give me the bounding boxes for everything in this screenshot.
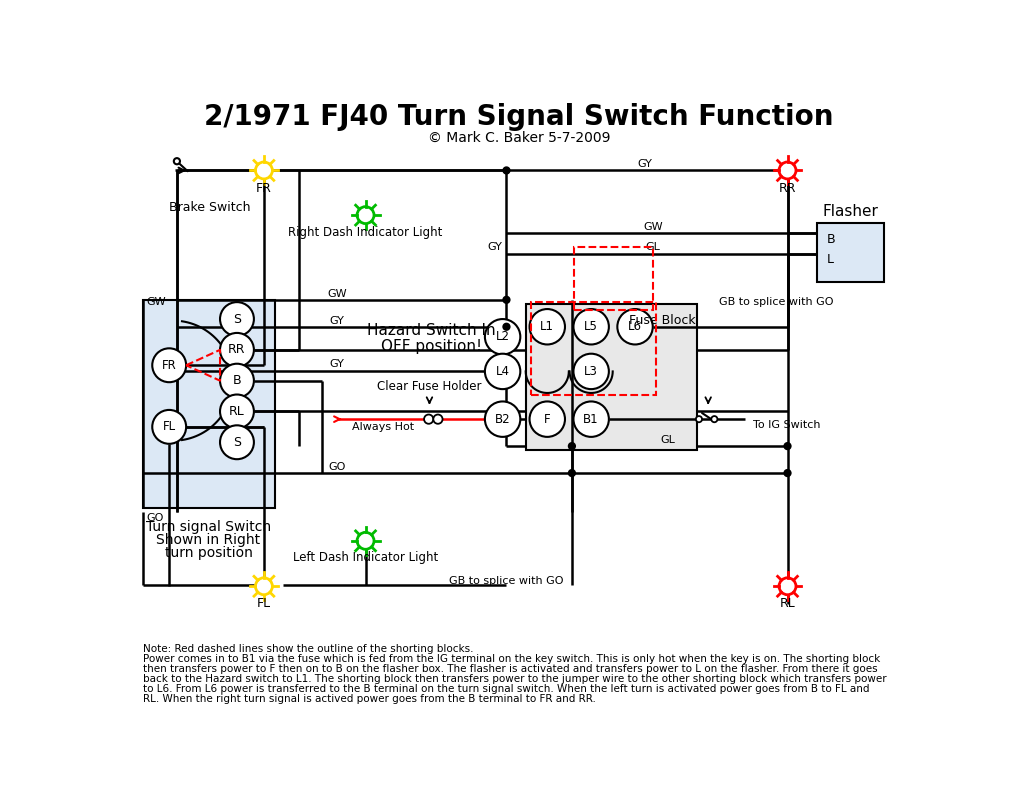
Circle shape: [174, 158, 180, 164]
Text: L2: L2: [495, 330, 510, 343]
Circle shape: [220, 394, 254, 429]
Text: FR: FR: [256, 182, 271, 195]
Bar: [574, 247, 652, 310]
Circle shape: [255, 162, 272, 179]
Bar: [816, 223, 883, 282]
Circle shape: [573, 401, 609, 437]
Text: Right Dash Indicator Light: Right Dash Indicator Light: [289, 227, 443, 239]
Circle shape: [530, 401, 565, 437]
Text: 2/1971 FJ40 Turn Signal Switch Function: 2/1971 FJ40 Turn Signal Switch Function: [204, 103, 834, 132]
Circle shape: [220, 425, 254, 459]
Circle shape: [779, 578, 796, 595]
Circle shape: [485, 319, 521, 354]
Text: FL: FL: [257, 597, 270, 610]
Text: GW: GW: [643, 222, 663, 231]
Text: GB to splice with GO: GB to splice with GO: [449, 576, 563, 586]
Text: RR: RR: [779, 182, 796, 195]
Circle shape: [220, 364, 254, 397]
Text: GY: GY: [329, 315, 344, 326]
Text: S: S: [233, 436, 241, 448]
Text: L6: L6: [628, 320, 642, 334]
Text: back to the Hazard switch to L1. The shorting block then transfers power to the : back to the Hazard switch to L1. The sho…: [143, 674, 886, 684]
Circle shape: [711, 416, 717, 422]
Circle shape: [503, 168, 510, 173]
Bar: [531, 302, 655, 394]
Bar: [526, 304, 697, 450]
Text: Left Dash Indicator Light: Left Dash Indicator Light: [293, 551, 439, 564]
Text: Turn signal Switch: Turn signal Switch: [146, 520, 271, 534]
Text: Clear Fuse Holder: Clear Fuse Holder: [377, 381, 482, 393]
Circle shape: [220, 333, 254, 367]
Text: Note: Red dashed lines show the outline of the shorting blocks.: Note: Red dashed lines show the outline …: [143, 644, 473, 654]
Circle shape: [357, 207, 374, 223]
Text: To IG Switch: To IG Switch: [753, 420, 821, 429]
Text: then transfers power to F then on to B on the flasher box. The flasher is activa: then transfers power to F then on to B o…: [143, 664, 877, 674]
Text: GW: GW: [146, 297, 166, 307]
Circle shape: [784, 443, 790, 449]
Circle shape: [784, 470, 790, 476]
Text: RL: RL: [780, 597, 795, 610]
Circle shape: [569, 443, 575, 449]
Text: GL: GL: [660, 435, 676, 445]
Text: Brake Switch: Brake Switch: [169, 201, 251, 214]
Text: FL: FL: [163, 421, 176, 433]
Text: S: S: [233, 313, 241, 326]
Text: L1: L1: [540, 320, 554, 334]
Text: GY: GY: [329, 359, 344, 369]
Text: RR: RR: [228, 343, 246, 357]
Text: GW: GW: [327, 289, 346, 298]
Circle shape: [573, 309, 609, 345]
Circle shape: [424, 414, 434, 424]
Text: Power comes in to B1 via the fuse which is fed from the IG terminal on the key s: Power comes in to B1 via the fuse which …: [143, 654, 880, 664]
Text: B: B: [827, 233, 835, 247]
Text: Shown in Right: Shown in Right: [156, 533, 260, 547]
Text: Fuse Block: Fuse Block: [629, 314, 696, 327]
Circle shape: [573, 354, 609, 389]
Circle shape: [357, 532, 374, 549]
Text: GO: GO: [328, 462, 345, 472]
Text: GY: GY: [487, 243, 501, 252]
Text: GB to splice with GO: GB to splice with GO: [718, 297, 834, 307]
Circle shape: [503, 324, 510, 330]
Circle shape: [617, 309, 652, 345]
Text: GL: GL: [645, 243, 660, 252]
Text: B: B: [233, 374, 241, 387]
Bar: [143, 300, 276, 508]
Circle shape: [220, 302, 254, 336]
Circle shape: [779, 162, 796, 179]
Text: © Mark C. Baker 5-7-2009: © Mark C. Baker 5-7-2009: [427, 131, 610, 145]
Text: to L6. From L6 power is transferred to the B terminal on the turn signal switch.: to L6. From L6 power is transferred to t…: [143, 684, 869, 693]
Text: F: F: [544, 413, 551, 425]
Text: GO: GO: [146, 513, 163, 523]
Text: B2: B2: [494, 413, 511, 425]
Circle shape: [503, 297, 510, 303]
Circle shape: [152, 410, 186, 444]
Circle shape: [569, 470, 575, 476]
Text: FR: FR: [162, 359, 176, 372]
Text: RL: RL: [229, 405, 245, 418]
Circle shape: [152, 348, 186, 382]
Text: GY: GY: [637, 159, 652, 168]
Circle shape: [255, 578, 272, 595]
Circle shape: [434, 414, 443, 424]
Text: Always Hot: Always Hot: [353, 422, 414, 432]
Circle shape: [530, 309, 565, 345]
Text: L5: L5: [585, 320, 598, 334]
Circle shape: [485, 401, 521, 437]
Text: OFF position!: OFF position!: [381, 338, 482, 354]
Text: Flasher: Flasher: [823, 203, 878, 219]
Text: L: L: [828, 253, 834, 267]
Text: L4: L4: [495, 365, 510, 378]
Text: turn position: turn position: [164, 546, 252, 560]
Circle shape: [696, 416, 702, 422]
Text: RL. When the right turn signal is actived power goes from the B terminal to FR a: RL. When the right turn signal is active…: [143, 693, 596, 704]
Circle shape: [485, 354, 521, 389]
Text: B1: B1: [583, 413, 599, 425]
Text: Hazard Switch In: Hazard Switch In: [368, 323, 496, 338]
Text: L3: L3: [585, 365, 598, 378]
